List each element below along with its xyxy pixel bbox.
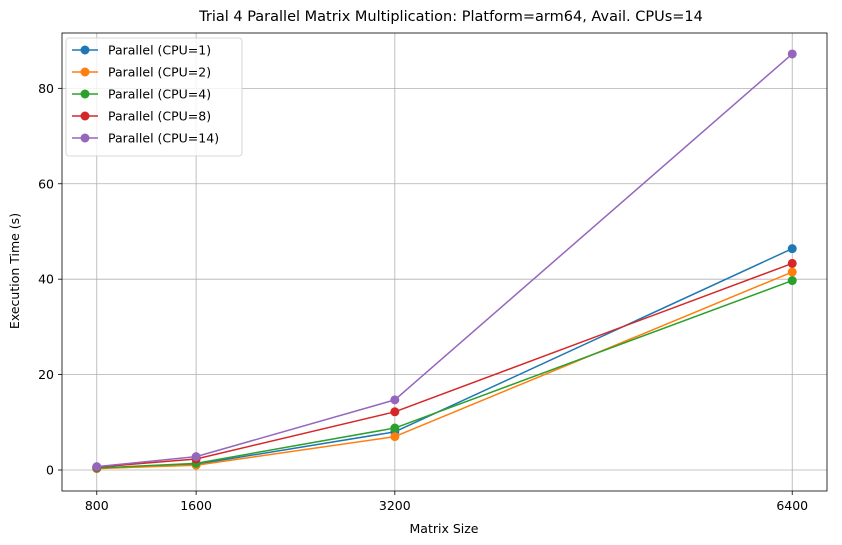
tick-labels: 800 1600 3200 6400 0 20 40 60 80	[38, 81, 808, 513]
legend-marker-3	[80, 89, 90, 99]
y-tick-label: 60	[38, 176, 54, 191]
legend-label-5: Parallel (CPU=14)	[108, 131, 219, 146]
legend-label-1: Parallel (CPU=1)	[108, 43, 211, 58]
legend-marker-4	[80, 111, 90, 121]
series-layer	[92, 49, 797, 474]
series-point-1	[787, 244, 797, 254]
x-tick-label: 1600	[180, 498, 212, 513]
x-axis-label: Matrix Size	[410, 521, 479, 536]
y-tick-label: 20	[38, 367, 54, 382]
y-tick-label: 40	[38, 272, 54, 287]
axes	[58, 32, 828, 495]
series-point-3	[787, 276, 797, 286]
series-point-4	[787, 258, 797, 268]
series-point-2	[787, 267, 797, 277]
legend-label-3: Parallel (CPU=4)	[108, 87, 211, 102]
series-point-3	[390, 423, 400, 433]
legend-label-2: Parallel (CPU=2)	[108, 65, 211, 80]
legend-box	[65, 37, 243, 157]
y-tick-label: 80	[38, 81, 54, 96]
series-point-5	[390, 395, 400, 405]
chart-title: Trial 4 Parallel Matrix Multiplication: …	[198, 9, 703, 25]
legend-label-4: Parallel (CPU=8)	[108, 109, 211, 124]
series-point-5	[191, 452, 201, 462]
x-tick-label: 6400	[776, 498, 808, 513]
series-line-3	[96, 279, 793, 469]
series-point-5	[787, 49, 797, 59]
legend: Parallel (CPU=1) Parallel (CPU=2) Parallel…	[65, 37, 243, 157]
series-point-4	[390, 407, 400, 417]
series-line-5	[96, 53, 793, 468]
y-tick-label: 0	[46, 463, 54, 478]
series-point-2	[390, 432, 400, 442]
legend-marker-2	[80, 67, 90, 77]
legend-marker-1	[80, 45, 90, 55]
plot-frame	[61, 32, 828, 492]
y-axis-label: Execution Time (s)	[7, 213, 22, 329]
x-tick-label: 3200	[379, 498, 411, 513]
series-line-4	[96, 262, 793, 468]
legend-marker-5	[80, 133, 90, 143]
series-point-5	[92, 462, 102, 472]
x-tick-label: 800	[85, 498, 109, 513]
